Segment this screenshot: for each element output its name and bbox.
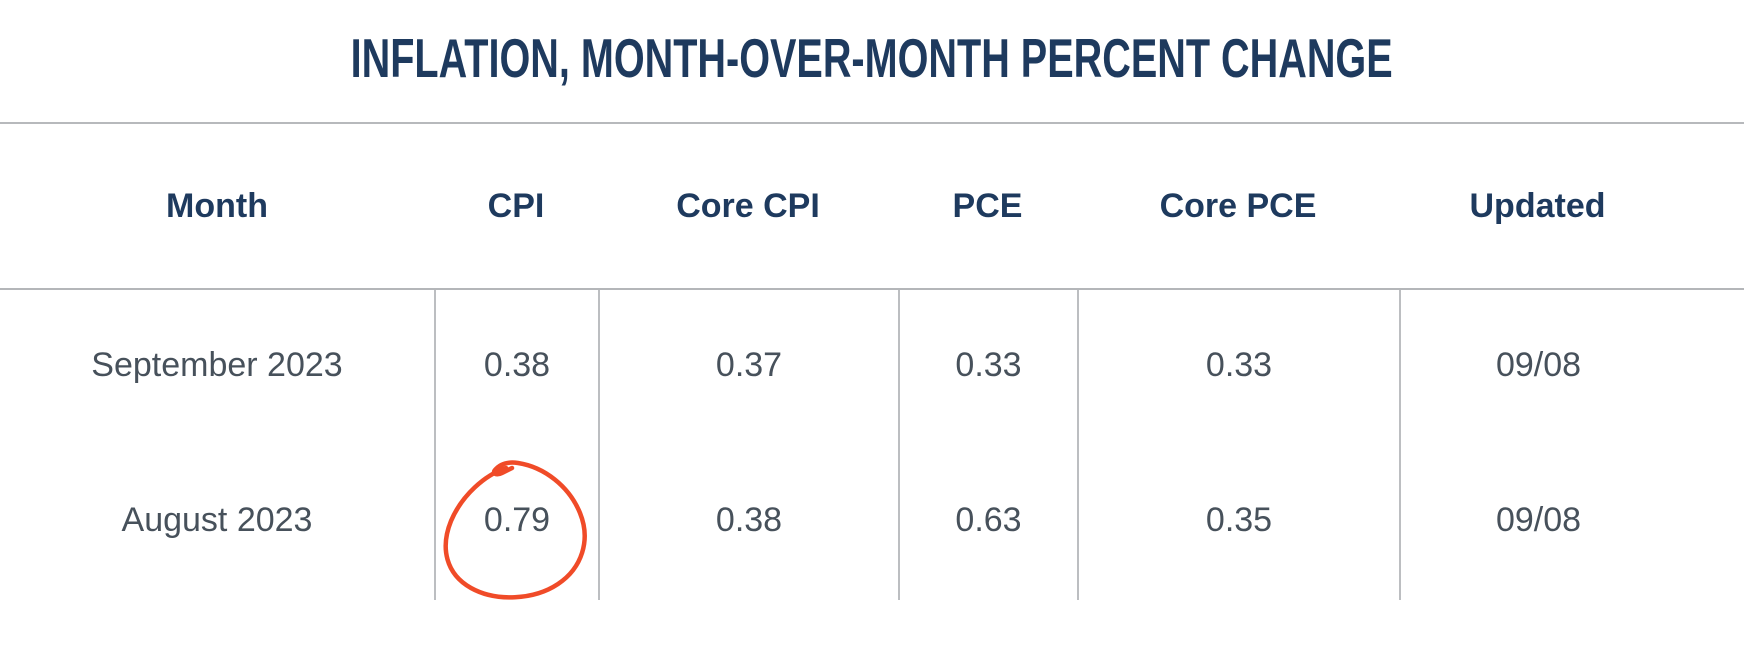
cell-august-core-pce: 0.35: [1077, 441, 1399, 600]
column-header-cpi: CPI: [434, 124, 598, 290]
title-block: INFLATION, MONTH-OVER-MONTH PERCENT CHAN…: [0, 0, 1744, 124]
cell-september-core-cpi: 0.37: [598, 290, 898, 441]
page-title: INFLATION, MONTH-OVER-MONTH PERCENT CHAN…: [350, 27, 1394, 89]
cell-august-core-cpi: 0.38: [598, 441, 898, 600]
cell-august-updated: 09/08: [1399, 441, 1744, 600]
cell-september-updated: 09/08: [1399, 290, 1744, 441]
column-header-pce: PCE: [898, 124, 1077, 290]
column-header-core-pce: Core PCE: [1077, 124, 1399, 290]
column-header-updated: Updated: [1399, 124, 1744, 290]
inflation-table: Month CPI Core CPI PCE Core PCE Updated …: [0, 124, 1744, 600]
cell-august-pce: 0.63: [898, 441, 1077, 600]
cell-september-pce: 0.33: [898, 290, 1077, 441]
cell-september-core-pce: 0.33: [1077, 290, 1399, 441]
cell-september-cpi: 0.38: [434, 290, 598, 441]
column-header-core-cpi: Core CPI: [598, 124, 898, 290]
cell-august-month: August 2023: [121, 501, 313, 539]
cell-september-month: September 2023: [91, 346, 343, 384]
cell-august-cpi: 0.79: [434, 441, 598, 600]
column-header-month: Month: [0, 124, 434, 290]
